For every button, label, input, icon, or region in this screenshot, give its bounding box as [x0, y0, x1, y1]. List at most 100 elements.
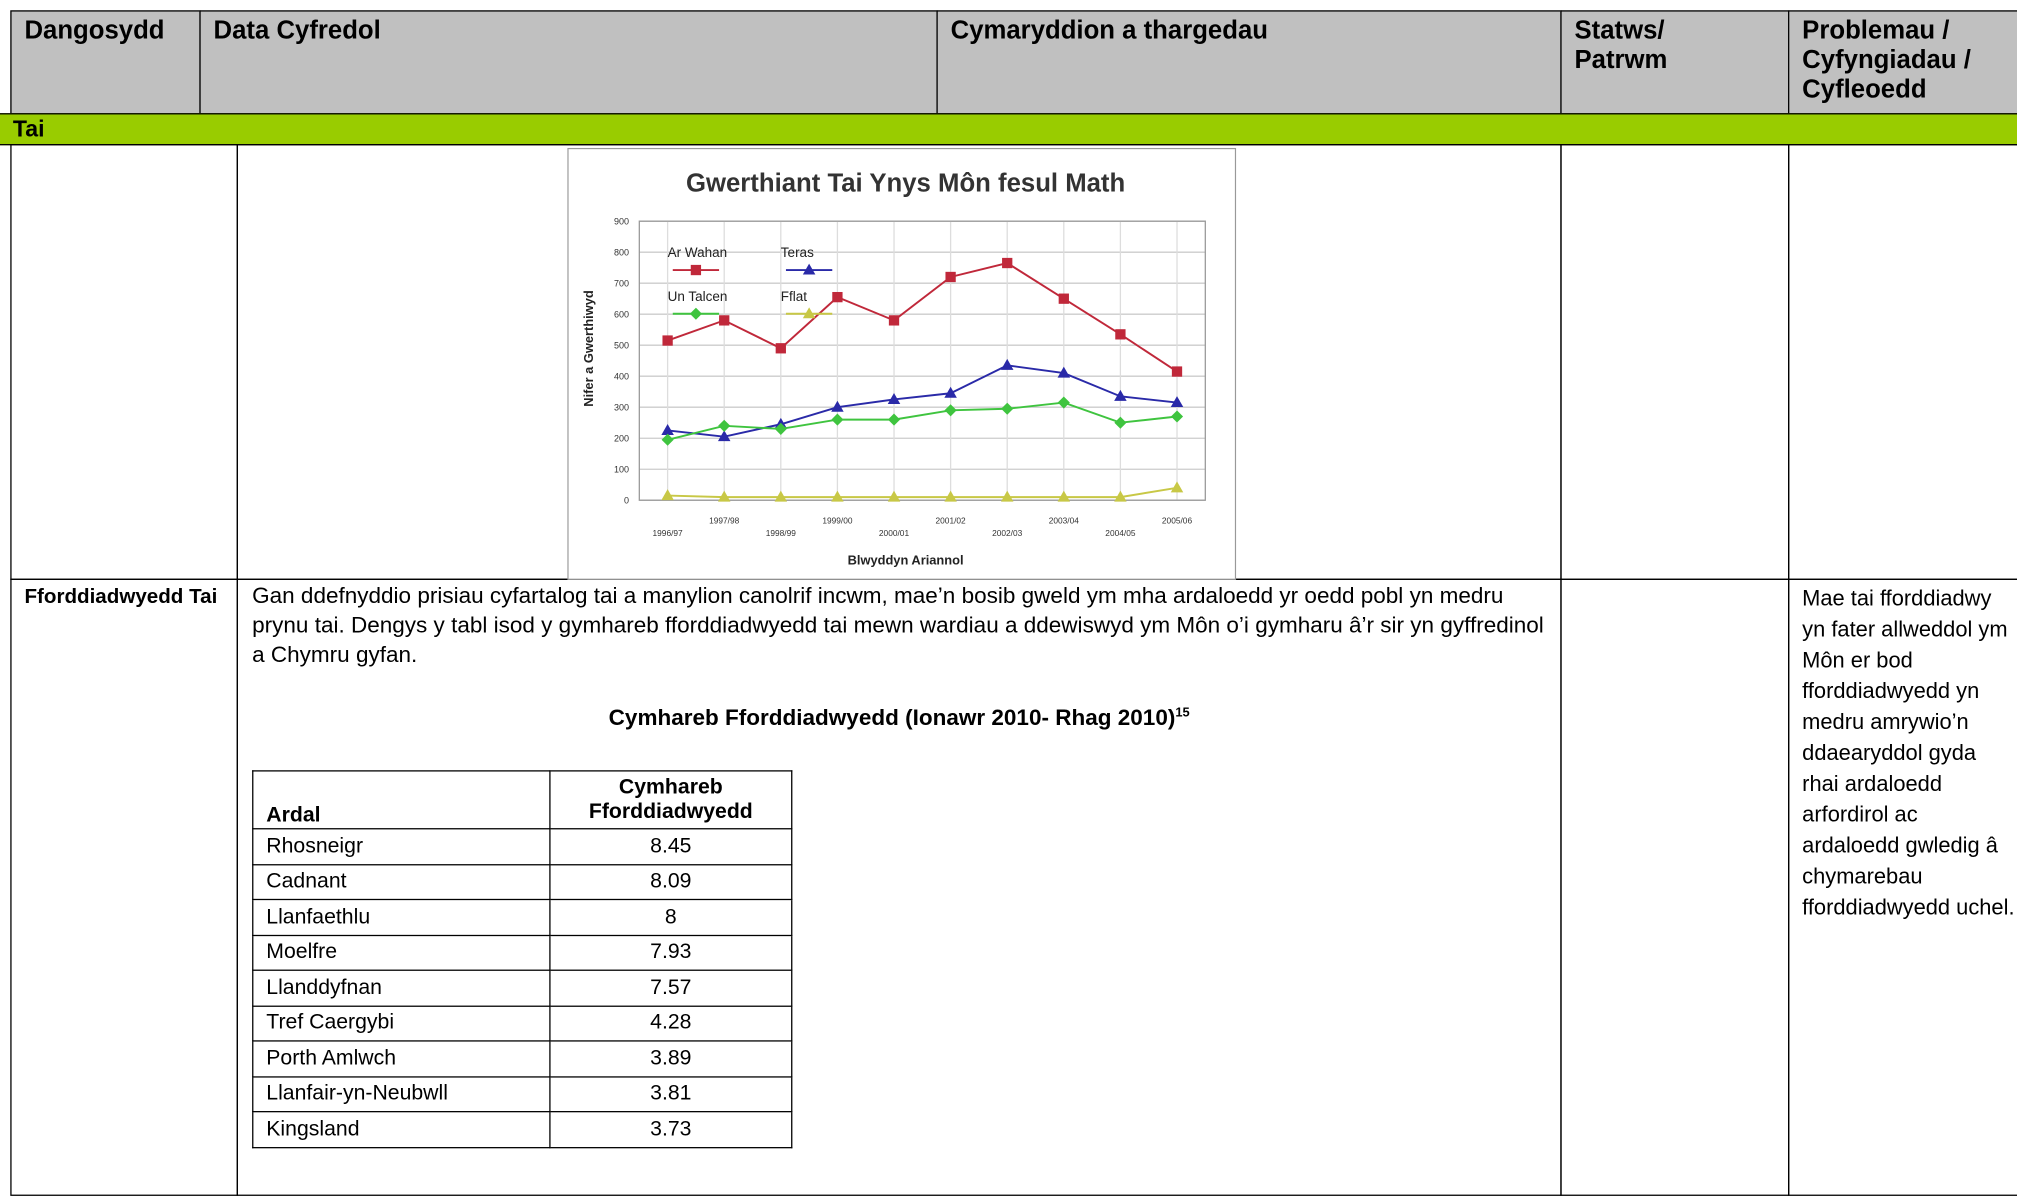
- cell: [10, 144, 238, 580]
- data-point: [944, 490, 957, 502]
- area-cell: Moelfre: [252, 934, 551, 971]
- header-cell: Cymaryddion a thargedau: [936, 10, 1562, 115]
- y-tick-label: 900: [614, 216, 629, 226]
- chart: Gwerthiant Tai Ynys Môn fesul Math Blwyd…: [567, 147, 1237, 580]
- data-point: [1058, 293, 1069, 304]
- series-line: [667, 401, 1178, 441]
- data-point: [1114, 389, 1127, 401]
- footnote: 15: [1175, 706, 1190, 721]
- data-point: [775, 343, 786, 354]
- legend-marker: [802, 263, 816, 275]
- area-cell: Rhosneigr: [252, 828, 551, 865]
- column-header: Ardal: [252, 770, 551, 830]
- area-cell: Tref Caergybi: [252, 1004, 551, 1042]
- legend-marker: [690, 264, 702, 276]
- data-point: [774, 490, 788, 502]
- chart-frame: [567, 147, 1237, 580]
- data-point: [1171, 366, 1183, 377]
- y-tick-label: 400: [614, 371, 629, 381]
- data-point: [718, 419, 731, 432]
- area-cell: Cadnant: [252, 863, 551, 901]
- legend-marker: [689, 307, 702, 320]
- legend-label: Fflat: [781, 289, 808, 304]
- column-header: Cymhareb Fforddiadwyedd: [549, 770, 793, 830]
- x-tick-label: 2000/01: [879, 528, 910, 538]
- data-point: [1114, 490, 1127, 502]
- data-point: [1170, 396, 1184, 408]
- y-tick-label: 500: [614, 340, 629, 350]
- ratio-table: Ardal Cymhareb Fforddiadwyedd Rhosneigr 8.…: [252, 770, 793, 1148]
- series-line: [667, 486, 1178, 499]
- data-point: [717, 490, 731, 502]
- header-cell: Dangosydd: [10, 10, 201, 115]
- y-tick-label: 700: [614, 278, 629, 288]
- x-tick-label: 1998/99: [766, 528, 797, 538]
- data-point: [1057, 490, 1071, 502]
- ratio-cell: 8.45: [549, 828, 793, 865]
- ratio-cell: 3.81: [549, 1075, 793, 1113]
- cell: [1560, 144, 1790, 580]
- y-axis-label: Nifer a Gwerthiwyd: [581, 290, 596, 406]
- data-point: [1114, 416, 1127, 429]
- data-point: [661, 433, 674, 446]
- x-tick-label: 1999/00: [822, 515, 853, 525]
- x-tick-label: 2001/02: [936, 515, 967, 525]
- table-title: Cymhareb Fforddiadwyedd (Ionawr 2010- Rh…: [237, 705, 1562, 732]
- x-tick-label: 2005/06: [1162, 515, 1193, 525]
- data-point: [1001, 402, 1014, 415]
- chart-title: Gwerthiant Tai Ynys Môn fesul Math: [686, 170, 1125, 198]
- data-point: [1002, 257, 1013, 269]
- data-point: [887, 393, 901, 404]
- data-point: [662, 335, 673, 346]
- data-point: [887, 413, 901, 426]
- ratio-cell: 7.93: [549, 934, 793, 971]
- area-cell: Llanddyfnan: [252, 969, 551, 1007]
- data-point: [888, 315, 900, 326]
- header-cell: Problemau / Cyfyngiadau / Cyfleoedd: [1788, 10, 2017, 115]
- series-line: [667, 364, 1178, 438]
- legend-label: Teras: [781, 245, 814, 260]
- ratio-cell: 4.28: [549, 1004, 793, 1042]
- ratio-cell: 3.73: [549, 1111, 793, 1148]
- x-axis-label: Blwyddyn Ariannol: [848, 553, 964, 568]
- area-cell: Llanfair-yn-Neubwll: [252, 1075, 551, 1113]
- data-point: [719, 315, 730, 326]
- cell: [1560, 578, 1790, 1196]
- x-tick-label: 1997/98: [709, 515, 740, 525]
- data-point: [945, 271, 956, 283]
- section-row: Tai: [0, 113, 2017, 146]
- x-tick-label: 1996/97: [653, 528, 684, 538]
- x-tick-label: 2002/03: [992, 528, 1023, 538]
- paragraph: Gan ddefnyddio prisiau cyfartalog tai a …: [252, 582, 1544, 668]
- data-point: [1000, 490, 1014, 502]
- y-tick-label: 200: [614, 433, 629, 443]
- data-point: [831, 400, 844, 412]
- data-point: [944, 404, 957, 417]
- data-point: [717, 430, 731, 442]
- header-cell: Statws/ Patrwm: [1560, 10, 1790, 115]
- plot-frame: [638, 220, 1206, 501]
- ratio-cell: 8: [549, 898, 793, 936]
- area-cell: Porth Amlwch: [252, 1040, 551, 1077]
- y-tick-label: 800: [614, 247, 629, 257]
- area-cell: Llanfaethlu: [252, 898, 551, 936]
- area-cell: Kingsland: [252, 1111, 551, 1148]
- data-point: [1000, 358, 1014, 370]
- y-tick-label: 600: [614, 309, 629, 319]
- legend-label: Ar Wahan: [668, 245, 728, 260]
- data-point: [832, 291, 843, 303]
- data-point: [1115, 329, 1126, 340]
- x-tick-label: 2004/05: [1105, 528, 1136, 538]
- header-cell: Data Cyfredol: [199, 10, 938, 115]
- series-line: [667, 261, 1178, 373]
- legend-marker: [802, 307, 816, 319]
- ratio-cell: 8.09: [549, 863, 793, 901]
- data-point: [661, 489, 674, 501]
- y-tick-label: 300: [614, 402, 629, 412]
- data-point: [944, 386, 957, 398]
- x-tick-label: 2003/04: [1049, 515, 1080, 525]
- data-point: [1170, 481, 1184, 493]
- data-point: [887, 490, 901, 502]
